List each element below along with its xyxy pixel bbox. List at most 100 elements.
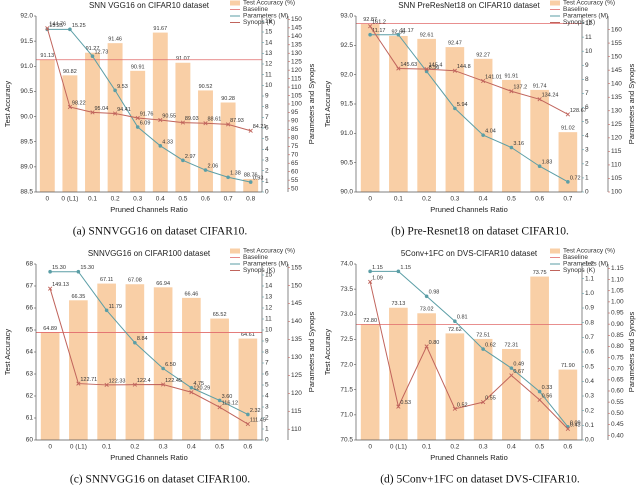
data-label: 87.93: [230, 118, 244, 124]
legend-label: Synops (K): [243, 267, 275, 274]
bar-label: 91.07: [176, 56, 190, 62]
caption: (b) Pre-Resnet18 on dataset CIFAR10.: [391, 226, 569, 238]
chart-title: SNN VGG16 on CIFAR10 dataset: [89, 1, 210, 10]
x-tick-label: 0: [368, 196, 372, 203]
bar-label: 92.61: [420, 32, 434, 38]
x-tick-label: 0.3: [159, 444, 168, 451]
chart-title: SNN PreResNet18 on CIFAR10 dataset: [398, 1, 540, 10]
marker: [181, 158, 185, 163]
bar: [473, 58, 493, 193]
x-tick-label: 0.4: [507, 444, 516, 451]
bar: [389, 307, 408, 440]
y-tick-label: 91.5: [340, 101, 353, 108]
data-label: 84.21: [253, 124, 267, 130]
legend-label: Test Accuracy (%): [243, 248, 295, 255]
y2-tick-label: 12: [265, 61, 273, 68]
data-label: 122.45: [165, 378, 182, 384]
legend-label: Parameters (M): [563, 13, 608, 20]
y2-tick-label: 2: [265, 415, 269, 422]
data-label: 0.53: [400, 400, 411, 406]
marker: [537, 97, 542, 102]
marker: [189, 390, 194, 395]
y2-tick-label: 11: [265, 71, 272, 78]
x-tick-label: 0.1: [88, 196, 97, 203]
marker: [246, 412, 250, 417]
data-label: 0.62: [485, 343, 496, 349]
x-tick-label: 0.7: [224, 196, 233, 203]
bar: [558, 369, 578, 440]
data-label: 161.2: [372, 20, 386, 26]
bar-label: 91.27: [86, 46, 100, 52]
data-label: 3.16: [513, 141, 524, 147]
y3-tick-label: 0.40: [611, 432, 624, 439]
y2-tick-label: 3: [265, 404, 269, 411]
bar: [175, 62, 191, 192]
data-label: 116.12: [222, 401, 238, 407]
y-tick-label: 92.0: [20, 13, 33, 20]
marker: [203, 168, 208, 172]
y-tick-label: 74.0: [340, 261, 353, 268]
y3-tick-label: 155: [611, 40, 622, 47]
y-tick-label: 65: [26, 327, 34, 334]
y3-tick-label: 115: [291, 75, 302, 82]
marker: [368, 32, 372, 37]
x-tick-label: 0.5: [507, 196, 516, 203]
legend-label: Parameters (M): [243, 261, 288, 268]
bar-label: 92.87: [363, 17, 377, 23]
legend-label: Parameters (M): [243, 13, 288, 20]
data-label: 0.72: [570, 175, 581, 181]
y2-tick-label: 0.5: [585, 363, 594, 370]
data-label: 1.15: [400, 265, 411, 271]
x-axis-label: Pruned Channels Ratio: [110, 453, 188, 462]
y2-tick-label: 0: [265, 189, 269, 196]
data-label: 0.80: [429, 340, 440, 346]
y-tick-label: 64: [26, 349, 34, 356]
y-tick-label: 72.5: [340, 336, 353, 343]
y2-tick-label: 3: [265, 157, 269, 164]
data-label: 15.30: [80, 265, 94, 271]
bar: [69, 300, 88, 440]
y2-tick-label: 14: [265, 39, 273, 46]
y3-tick-label: 130: [291, 50, 302, 57]
y2-axis-label: Parameters and Synops: [627, 312, 636, 393]
data-label: 2.32: [250, 408, 261, 414]
bar: [107, 43, 123, 193]
bar-label: 91.67: [153, 26, 167, 32]
bar-label: 71.90: [561, 363, 575, 369]
caption: (a) SNNVGG16 on dataset CIFAR10.: [73, 226, 248, 238]
y2-tick-label: 13: [265, 50, 273, 57]
series-line: [46, 28, 251, 132]
bar-label: 67.11: [100, 277, 113, 283]
y2-tick-label: 0.9: [585, 305, 594, 312]
data-label: 144.8: [457, 64, 471, 70]
legend-label: Baseline: [563, 254, 588, 261]
y2-tick-label: 1.2: [585, 261, 594, 268]
y3-tick-label: 0.80: [611, 343, 624, 350]
y2-tick-label: 1: [585, 175, 589, 182]
data-label: 0.67: [513, 369, 524, 375]
y3-tick-label: 105: [611, 175, 622, 182]
y-tick-label: 90.0: [20, 113, 33, 120]
marker: [368, 279, 373, 284]
marker: [565, 112, 570, 117]
bar-label: 67.08: [128, 278, 142, 284]
y2-tick-label: 2: [585, 161, 589, 168]
y3-tick-label: 0.75: [611, 354, 624, 361]
y3-tick-label: 0.70: [611, 365, 624, 372]
marker: [225, 122, 231, 127]
x-tick-label: 0.2: [130, 444, 139, 451]
bar: [85, 52, 100, 192]
y3-tick-label: 0.95: [611, 310, 624, 317]
legend-label: Baseline: [563, 6, 588, 13]
data-label: 0.49: [513, 362, 524, 368]
x-tick-label: 0.1: [394, 196, 403, 203]
bar: [198, 90, 213, 192]
x-tick-label: 0: [48, 444, 52, 451]
y3-tick-label: 1.15: [611, 265, 624, 272]
marker: [481, 347, 485, 351]
data-label: 15.25: [72, 23, 86, 29]
y3-tick-label: 140: [291, 33, 302, 40]
y2-tick-label: 0.4: [585, 378, 594, 385]
x-tick-label: 0.5: [215, 444, 224, 451]
y3-tick-label: 110: [611, 162, 622, 169]
